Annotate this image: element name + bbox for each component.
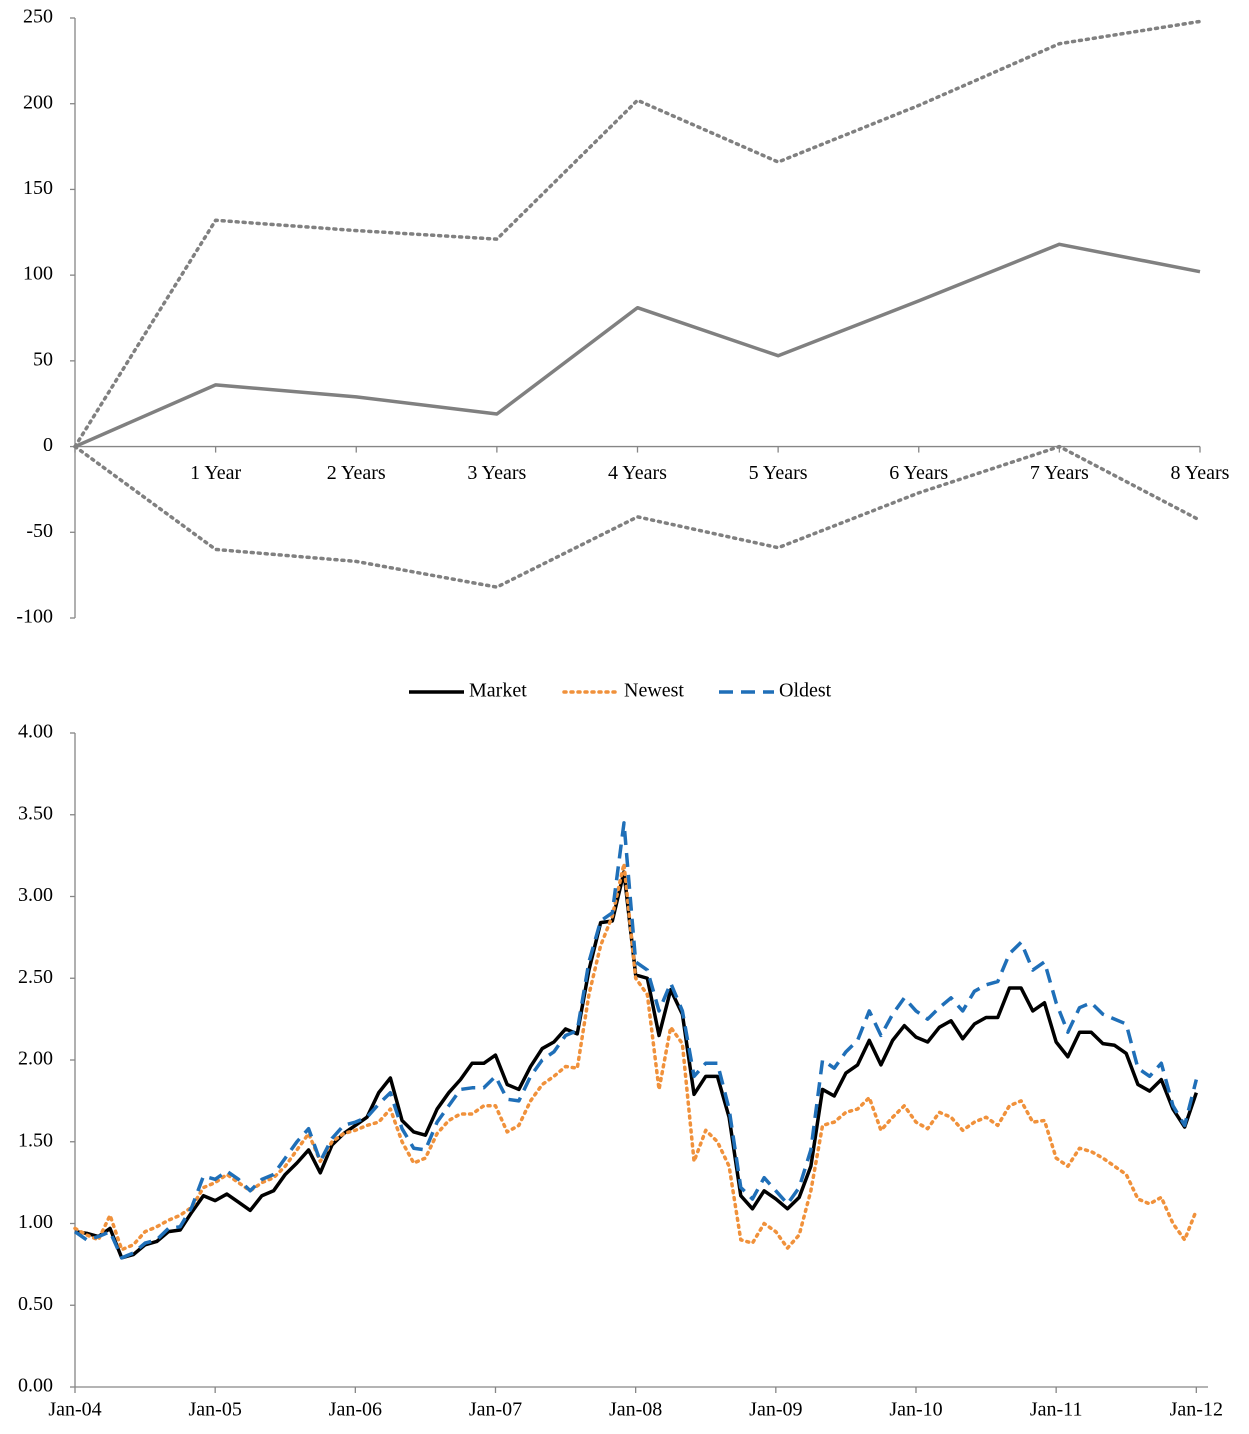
line-series (73, 862, 1199, 1252)
x-tick-label: Jan-07 (469, 1399, 522, 1421)
y-tick-label: 100 (23, 263, 53, 285)
x-tick-label: Jan-04 (48, 1399, 101, 1421)
legend-label: Market (469, 680, 527, 702)
x-tick-label: 5 Years (749, 462, 808, 484)
y-tick-label: 2.50 (18, 966, 53, 988)
legend-label: Oldest (779, 680, 832, 702)
y-tick-label: 3.50 (18, 802, 53, 824)
y-tick-label: 1.50 (18, 1129, 53, 1151)
x-tick-label: Jan-05 (189, 1399, 242, 1421)
x-tick-label: Jan-08 (609, 1399, 662, 1421)
y-tick-label: 200 (23, 91, 53, 113)
x-tick-label: 7 Years (1030, 462, 1089, 484)
y-tick-label: 2.00 (18, 1048, 53, 1070)
x-tick-label: Jan-12 (1170, 1399, 1223, 1421)
y-tick-label: 1.00 (18, 1211, 53, 1233)
line-series (73, 821, 1199, 1260)
legend-label: Newest (624, 680, 684, 702)
line-series (73, 19, 1202, 449)
y-tick-label: 0.00 (18, 1375, 53, 1397)
y-tick-label: 3.00 (18, 884, 53, 906)
y-tick-label: 150 (23, 177, 53, 199)
y-tick-label: 0 (43, 434, 53, 456)
y-tick-label: -100 (16, 606, 53, 628)
x-tick-label: Jan-06 (329, 1399, 382, 1421)
line-series (74, 242, 1201, 449)
x-tick-label: Jan-09 (749, 1399, 802, 1421)
x-tick-label: 2 Years (327, 462, 386, 484)
y-tick-label: 250 (23, 6, 53, 28)
x-tick-label: Jan-10 (889, 1399, 942, 1421)
x-tick-label: 4 Years (608, 462, 667, 484)
line-series (74, 870, 1198, 1260)
y-tick-label: -50 (26, 520, 53, 542)
line-series (73, 444, 1202, 589)
x-tick-label: 6 Years (889, 462, 948, 484)
x-tick-label: Jan-11 (1030, 1399, 1083, 1421)
y-tick-label: 4.00 (18, 721, 53, 743)
y-tick-label: 50 (33, 348, 53, 370)
x-tick-label: 8 Years (1171, 462, 1230, 484)
x-tick-label: 3 Years (467, 462, 526, 484)
x-tick-label: 1 Year (190, 462, 241, 484)
y-tick-label: 0.50 (18, 1293, 53, 1315)
